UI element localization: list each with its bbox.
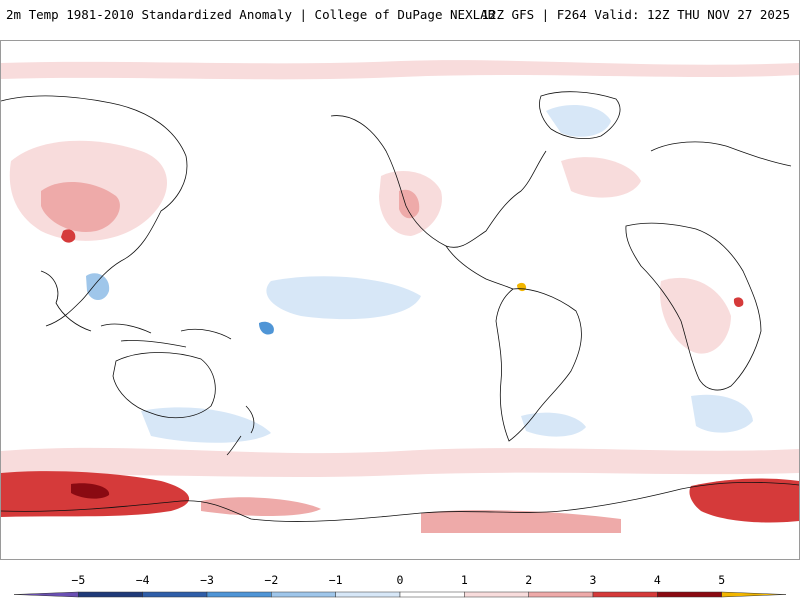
- north-america-coast: [330, 115, 547, 248]
- greenland-coast: [539, 91, 621, 140]
- maritime-cool: [86, 273, 110, 300]
- legend-tick-label: −5: [71, 573, 85, 587]
- map-canvas: [1, 60, 799, 533]
- legend-bin: [721, 591, 787, 598]
- southern-ocean-warm: [1, 447, 799, 477]
- central-africa-hot: [733, 297, 744, 307]
- pacific-cool: [266, 276, 421, 320]
- legend-bins: [13, 591, 787, 598]
- anomaly-shading: [1, 60, 799, 533]
- legend-tick-label: −4: [136, 573, 150, 587]
- central-america-coast: [445, 245, 514, 290]
- legend-bar: −5 −4 −3 −2 −1 0 1 2 3 4 5: [13, 573, 787, 598]
- asia-warm-core: [41, 181, 120, 232]
- new-zealand: [226, 405, 255, 456]
- maritime-continent: [100, 323, 232, 348]
- indian-ocean-cool: [691, 394, 753, 433]
- anomaly-map: [0, 40, 800, 560]
- legend-bin: [142, 591, 208, 598]
- legend-tick-label: −2: [264, 573, 278, 587]
- legend-bin: [271, 591, 336, 598]
- europe-coast: [650, 141, 792, 167]
- antarctica-warm-south: [421, 510, 621, 533]
- color-scale-legend: −5 −4 −3 −2 −1 0 1 2 3 4 5: [0, 568, 800, 600]
- map-title: 2m Temp 1981-2010 Standardized Anomaly |…: [6, 7, 496, 22]
- legend-tick-label: 0: [397, 573, 404, 587]
- legend-tick-label: 3: [590, 573, 597, 587]
- legend-tick-label: 1: [461, 573, 468, 587]
- antarctica-warm-mid: [201, 497, 321, 516]
- legend-bin: [528, 591, 594, 598]
- legend-tick-label: 5: [718, 573, 725, 587]
- south-america-coast: [495, 288, 582, 442]
- south-atlantic-cool: [521, 412, 586, 437]
- model-run-valid-time: 12Z GFS | F264 Valid: 12Z THU NOV 27 202…: [481, 7, 790, 22]
- asia-coast: [1, 95, 188, 327]
- africa-warm: [660, 277, 731, 354]
- south-america-hot: [517, 282, 527, 292]
- greenland-cool: [546, 105, 611, 137]
- legend-bin: [13, 591, 79, 598]
- legend-bin: [206, 591, 272, 598]
- legend-tick-label: −3: [200, 573, 214, 587]
- legend-bin: [657, 591, 722, 598]
- legend-tick-label: −1: [329, 573, 343, 587]
- legend-tick-label: 4: [654, 573, 661, 587]
- coastlines: [1, 91, 799, 522]
- western-us-warm-core: [399, 189, 420, 219]
- antarctica-extreme-west: [71, 483, 110, 499]
- legend-bin: [399, 591, 465, 598]
- pacific-cool-spot: [259, 321, 274, 335]
- arctic-warm-band: [1, 60, 799, 80]
- legend-bin: [592, 591, 658, 598]
- legend-bin: [78, 591, 143, 598]
- legend-tick-label: 2: [525, 573, 532, 587]
- legend-bin: [464, 591, 529, 598]
- legend-ticks: −5 −4 −3 −2 −1 0 1 2 3 4 5: [71, 573, 725, 587]
- africa-coast: [625, 222, 762, 391]
- antarctica-warm-east: [689, 478, 799, 523]
- legend-bin: [335, 591, 401, 598]
- antarctica-coast: [1, 482, 799, 522]
- asia-hot-spot: [61, 229, 76, 243]
- tasman-cool: [141, 407, 271, 443]
- australia-coast: [112, 352, 216, 419]
- southeast-asia-coast: [40, 270, 92, 332]
- north-atlantic-warm: [561, 157, 641, 198]
